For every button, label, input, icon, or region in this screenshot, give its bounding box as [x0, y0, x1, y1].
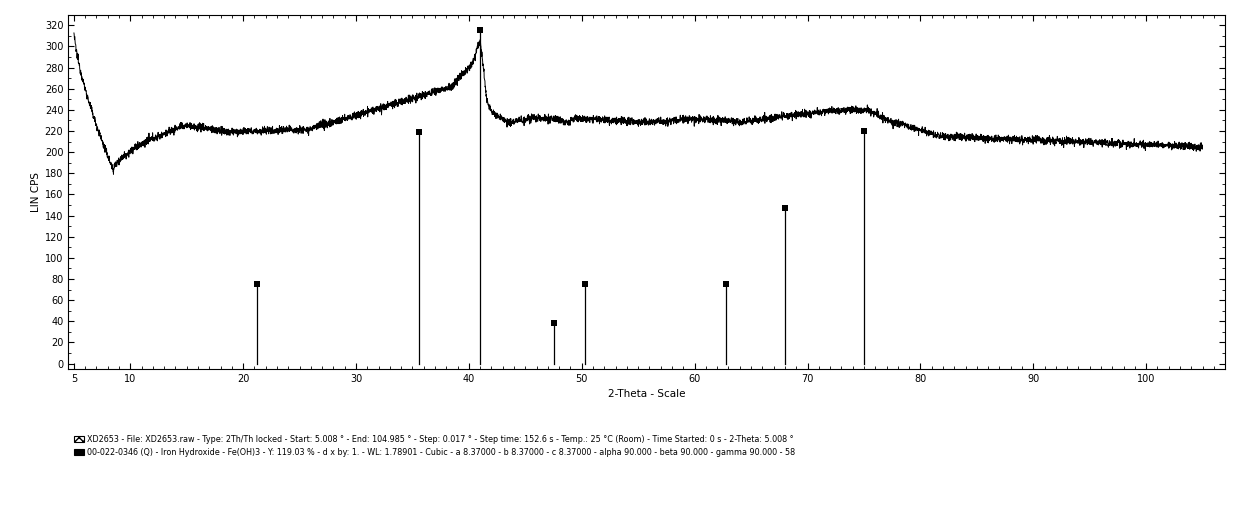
- Legend: XD2653 - File: XD2653.raw - Type: 2Th/Th locked - Start: 5.008 ° - End: 104.985 : XD2653 - File: XD2653.raw - Type: 2Th/Th…: [72, 433, 796, 458]
- X-axis label: 2-Theta - Scale: 2-Theta - Scale: [608, 389, 686, 399]
- Y-axis label: LIN CPS: LIN CPS: [31, 172, 41, 212]
